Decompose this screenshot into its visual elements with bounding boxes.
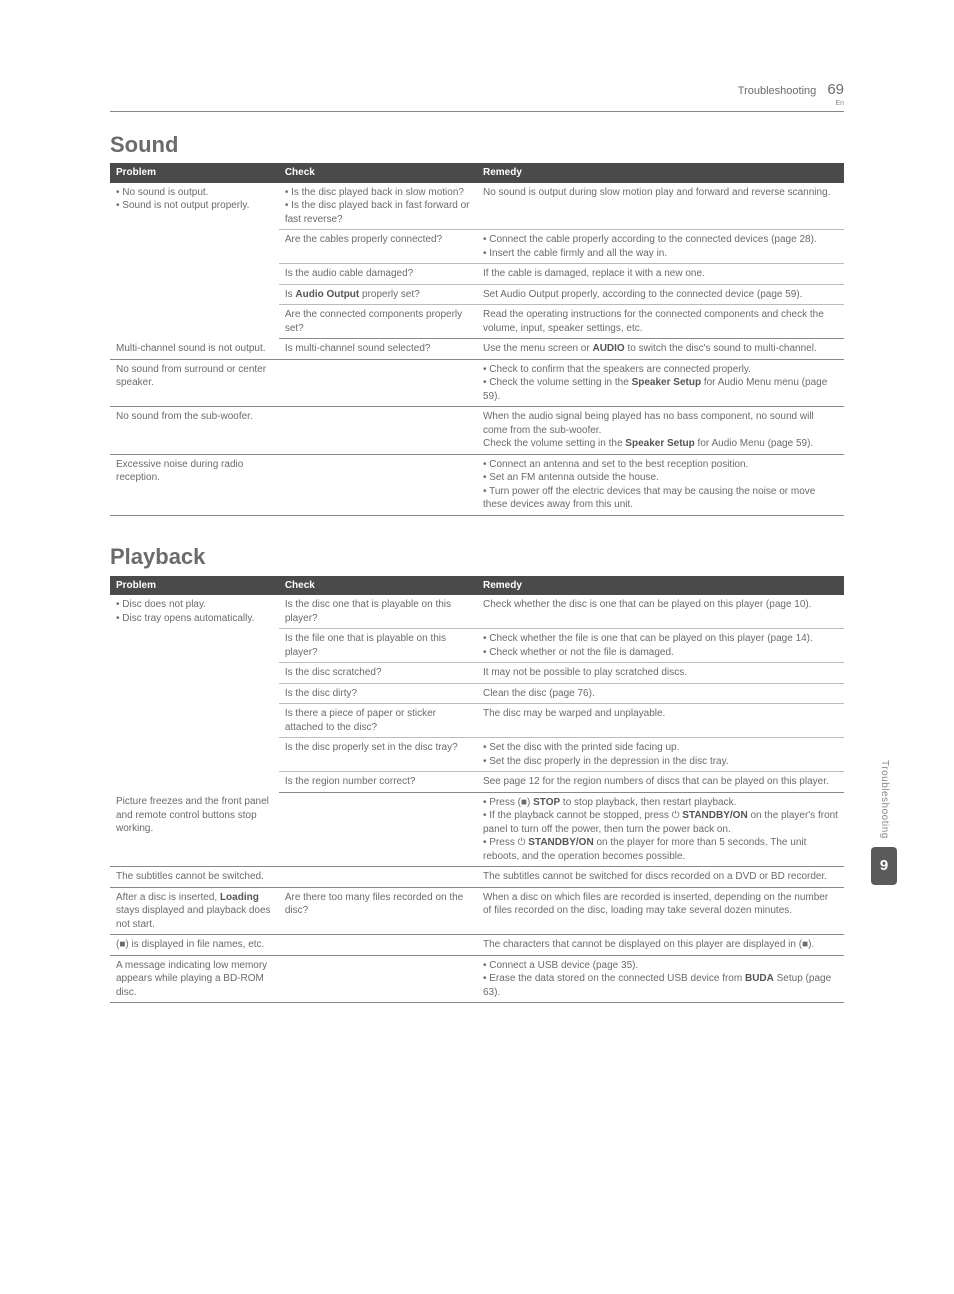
column-header: Check — [279, 576, 477, 596]
check-cell: Is the audio cable damaged? — [279, 264, 477, 285]
column-header: Remedy — [477, 576, 844, 596]
problem-cell: A message indicating low memory appears … — [110, 955, 279, 1003]
remedy-cell: It may not be possible to play scratched… — [477, 663, 844, 684]
check-cell: Is multi-channel sound selected? — [279, 339, 477, 360]
check-cell: Are the cables properly connected? — [279, 230, 477, 264]
section-heading: Playback — [110, 542, 844, 572]
remedy-cell: • Connect the cable properly according t… — [477, 230, 844, 264]
column-header: Check — [279, 163, 477, 183]
problem-cell: Multi-channel sound is not output. — [110, 339, 279, 360]
problem-cell: Picture freezes and the front panel and … — [110, 792, 279, 867]
remedy-cell: When a disc on which files are recorded … — [477, 887, 844, 935]
check-cell: Is Audio Output properly set? — [279, 284, 477, 305]
problem-cell: • Disc does not play.• Disc tray opens a… — [110, 595, 279, 792]
remedy-cell: • Set the disc with the printed side fac… — [477, 738, 844, 772]
remedy-cell: Set Audio Output properly, according to … — [477, 284, 844, 305]
remedy-cell: No sound is output during slow motion pl… — [477, 183, 844, 230]
check-cell: Is the disc one that is playable on this… — [279, 595, 477, 629]
header-lang: En — [110, 99, 844, 108]
check-cell — [279, 407, 477, 455]
page-header: Troubleshooting 69 En — [110, 80, 844, 112]
section-heading: Sound — [110, 130, 844, 160]
remedy-cell: • Connect a USB device (page 35).• Erase… — [477, 955, 844, 1003]
remedy-cell: Use the menu screen or AUDIO to switch t… — [477, 339, 844, 360]
troubleshooting-table: ProblemCheckRemedy • Disc does not play.•… — [110, 576, 844, 1004]
check-cell — [279, 935, 477, 956]
problem-cell: The subtitles cannot be switched. — [110, 867, 279, 888]
remedy-cell: The characters that cannot be displayed … — [477, 935, 844, 956]
remedy-cell: • Check whether the file is one that can… — [477, 629, 844, 663]
remedy-cell: See page 12 for the region numbers of di… — [477, 772, 844, 793]
remedy-cell: If the cable is damaged, replace it with… — [477, 264, 844, 285]
check-cell: Are there too many files recorded on the… — [279, 887, 477, 935]
check-cell: Is the disc dirty? — [279, 683, 477, 704]
remedy-cell: • Connect an antenna and set to the best… — [477, 454, 844, 515]
column-header: Problem — [110, 576, 279, 596]
check-cell — [279, 955, 477, 1003]
problem-cell: No sound from surround or center speaker… — [110, 359, 279, 407]
header-title: Troubleshooting — [738, 85, 816, 97]
problem-cell: After a disc is inserted, Loading stays … — [110, 887, 279, 935]
problem-cell: • No sound is output.• Sound is not outp… — [110, 183, 279, 339]
side-tab-label: Troubleshooting — [877, 760, 891, 839]
check-cell: Is there a piece of paper or sticker att… — [279, 704, 477, 738]
side-tab-chapter: 9 — [871, 847, 897, 885]
side-tab: Troubleshooting 9 — [870, 760, 898, 885]
column-header: Remedy — [477, 163, 844, 183]
remedy-cell: Check whether the disc is one that can b… — [477, 595, 844, 629]
troubleshooting-table: ProblemCheckRemedy • No sound is output.•… — [110, 163, 844, 516]
check-cell: Are the connected components properly se… — [279, 305, 477, 339]
remedy-cell: • Check to confirm that the speakers are… — [477, 359, 844, 407]
check-cell: Is the region number correct? — [279, 772, 477, 793]
check-cell: Is the file one that is playable on this… — [279, 629, 477, 663]
column-header: Problem — [110, 163, 279, 183]
problem-cell: No sound from the sub-woofer. — [110, 407, 279, 455]
remedy-cell: The disc may be warped and unplayable. — [477, 704, 844, 738]
check-cell — [279, 867, 477, 888]
check-cell: Is the disc properly set in the disc tra… — [279, 738, 477, 772]
remedy-cell: The subtitles cannot be switched for dis… — [477, 867, 844, 888]
header-page-number: 69 — [827, 81, 844, 98]
remedy-cell: Clean the disc (page 76). — [477, 683, 844, 704]
check-cell: Is the disc scratched? — [279, 663, 477, 684]
check-cell: • Is the disc played back in slow motion… — [279, 183, 477, 230]
remedy-cell: When the audio signal being played has n… — [477, 407, 844, 455]
remedy-cell: • Press (■) STOP to stop playback, then … — [477, 792, 844, 867]
check-cell — [279, 359, 477, 407]
problem-cell: Excessive noise during radio reception. — [110, 454, 279, 515]
check-cell — [279, 454, 477, 515]
remedy-cell: Read the operating instructions for the … — [477, 305, 844, 339]
problem-cell: (■) is displayed in file names, etc. — [110, 935, 279, 956]
check-cell — [279, 792, 477, 867]
